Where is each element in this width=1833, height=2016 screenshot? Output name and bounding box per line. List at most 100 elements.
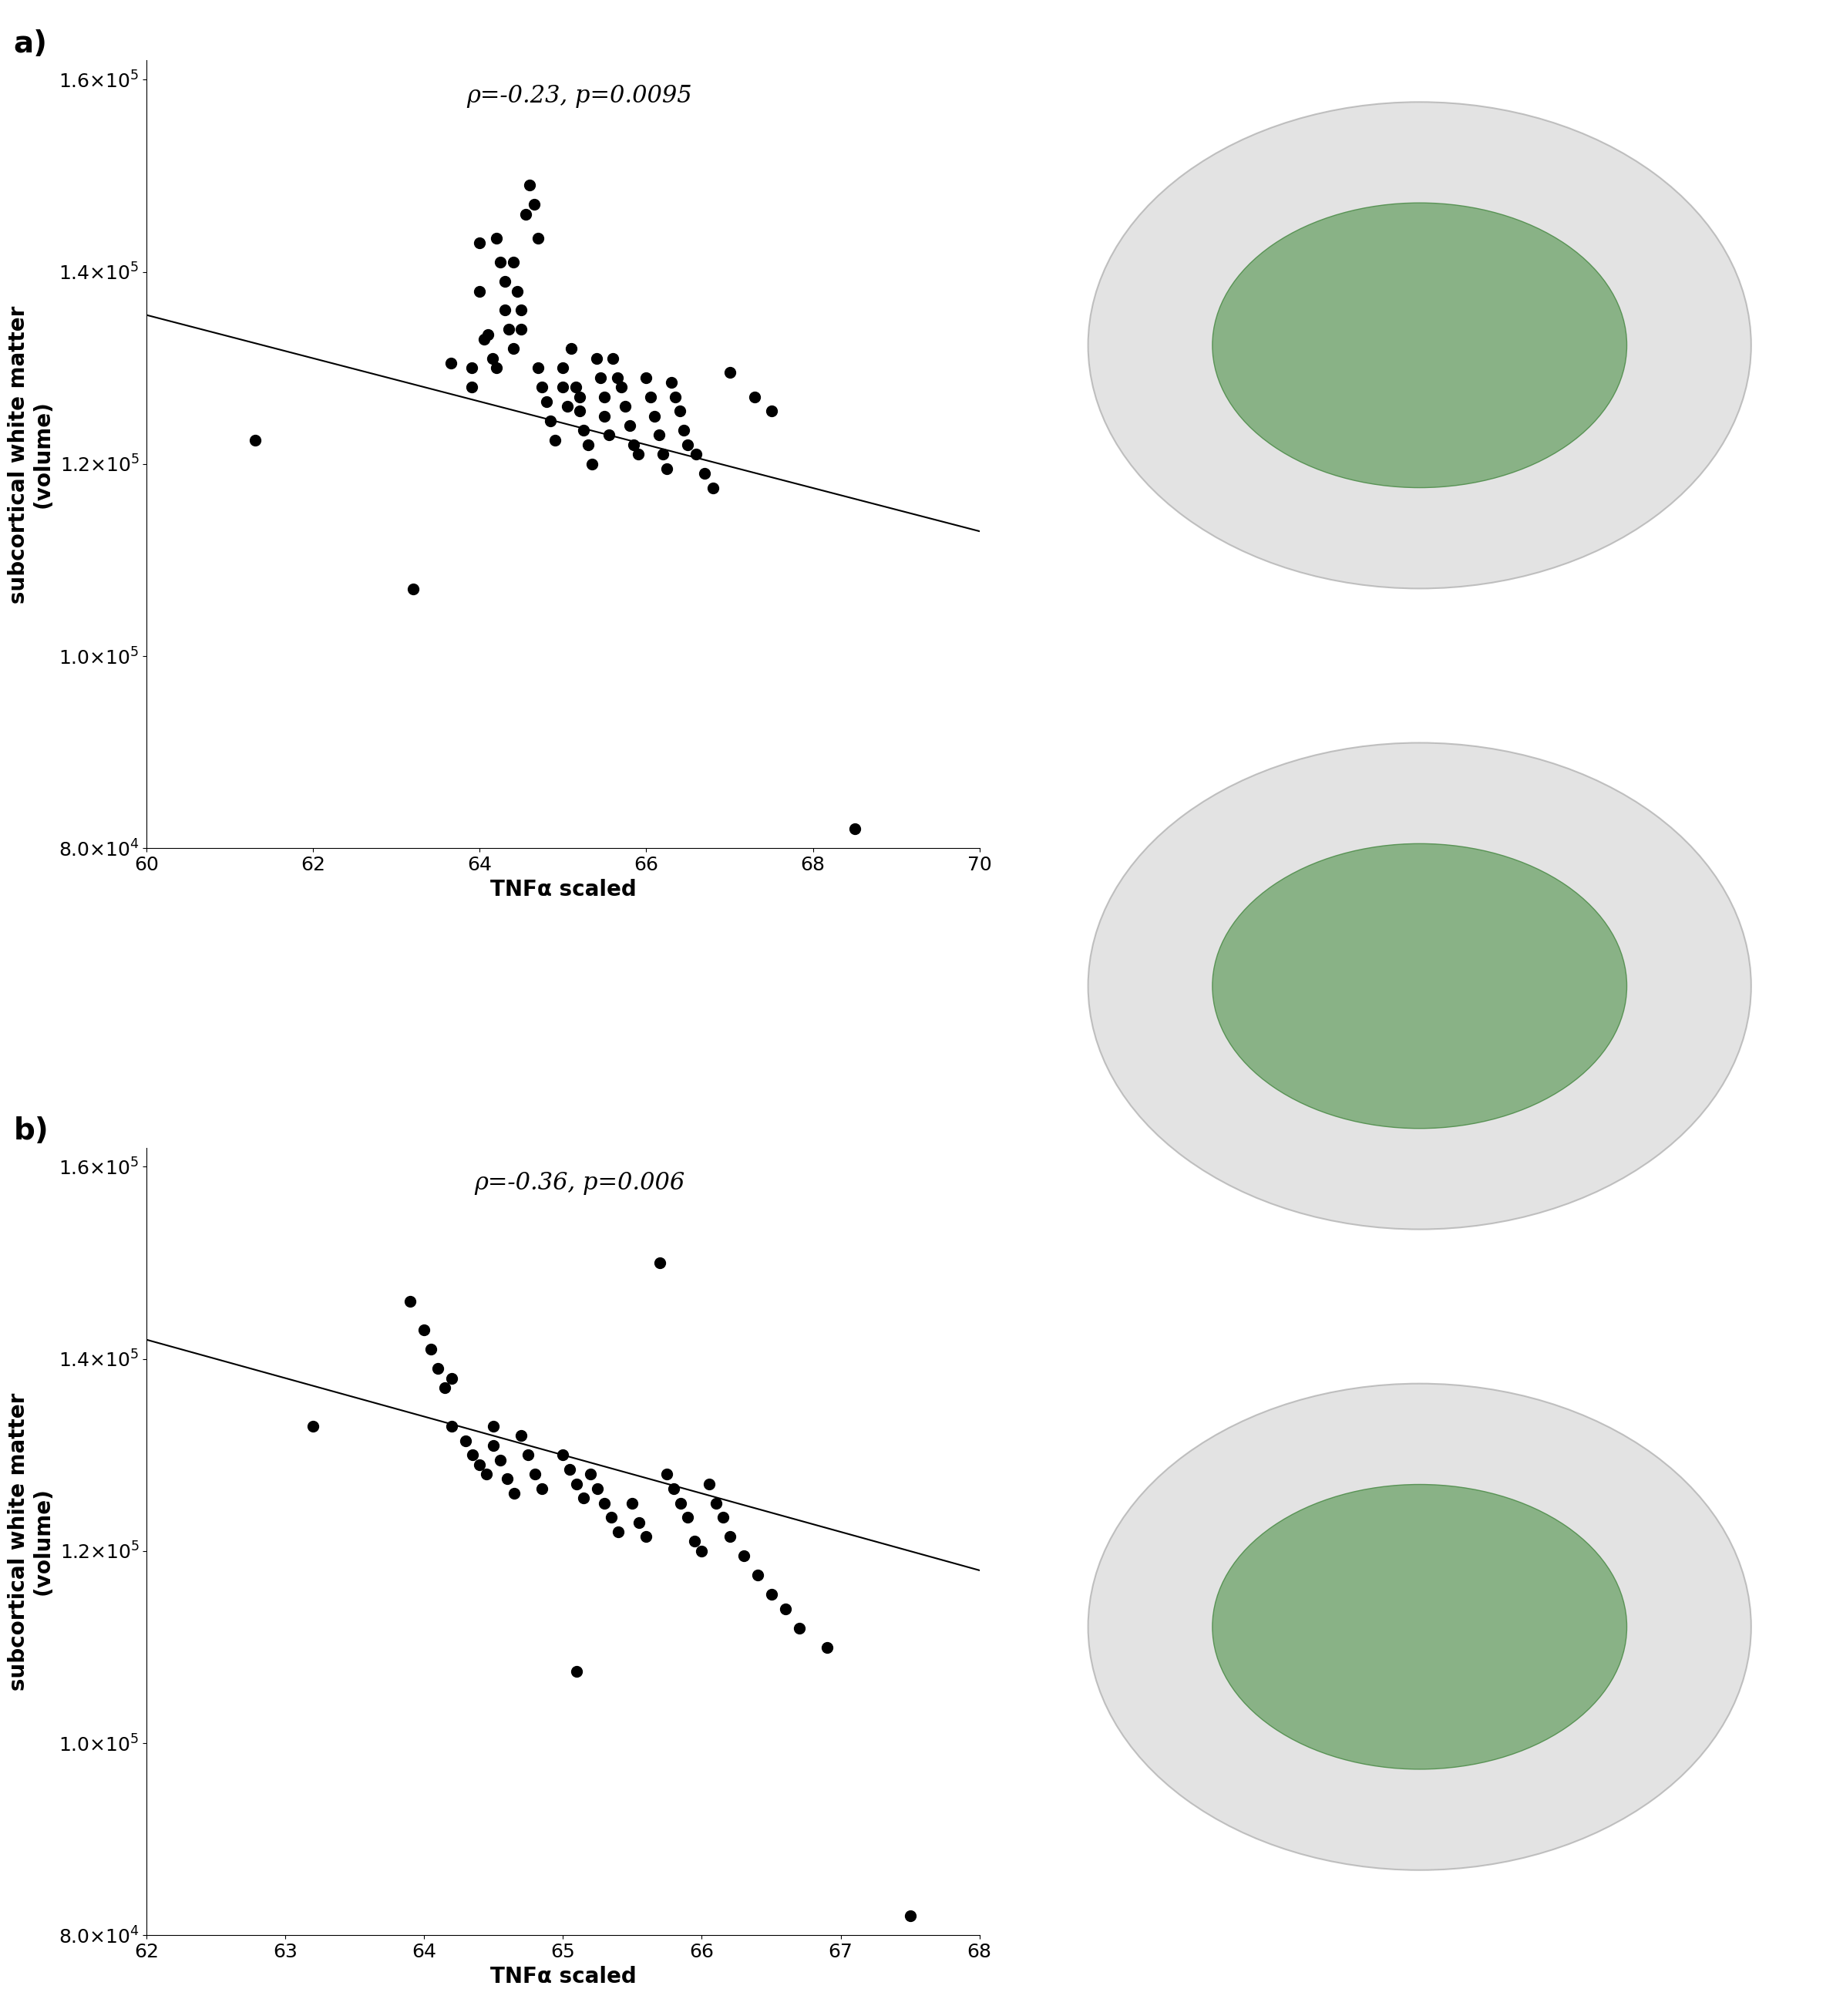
Point — [669, 413, 698, 446]
Point — [506, 294, 535, 327]
Y-axis label: subcortical white matter
(volume): subcortical white matter (volume) — [7, 306, 53, 603]
Point — [396, 1284, 425, 1316]
Point — [649, 437, 678, 470]
Point — [594, 419, 623, 452]
Point — [486, 246, 515, 278]
Point — [625, 1506, 654, 1538]
Text: a): a) — [13, 28, 48, 58]
Point — [506, 1419, 535, 1452]
Point — [478, 1429, 508, 1462]
Point — [506, 312, 535, 345]
Point — [653, 454, 682, 486]
Point — [590, 1488, 620, 1520]
Point — [581, 343, 610, 375]
Point — [895, 1899, 924, 1931]
Point — [665, 395, 695, 427]
Point — [618, 1488, 647, 1520]
Point — [577, 448, 607, 480]
Point — [398, 573, 427, 605]
Point — [499, 333, 528, 365]
Point — [438, 1409, 467, 1441]
Text: ρ=-0.23, p=0.0095: ρ=-0.23, p=0.0095 — [467, 85, 693, 109]
Point — [499, 246, 528, 278]
Point — [299, 1409, 328, 1441]
Point — [409, 1314, 438, 1347]
Point — [489, 294, 519, 327]
Point — [574, 429, 603, 462]
Point — [840, 812, 869, 845]
Text: b): b) — [13, 1117, 49, 1145]
Point — [565, 395, 594, 427]
Point — [563, 1655, 592, 1687]
Point — [489, 266, 519, 298]
Point — [561, 371, 590, 403]
Text: ρ=-0.36, p=0.006: ρ=-0.36, p=0.006 — [475, 1171, 686, 1195]
Point — [486, 1443, 515, 1476]
Point — [557, 333, 587, 365]
Point — [511, 198, 541, 230]
Point — [524, 351, 554, 383]
Point — [583, 1472, 612, 1504]
Point — [456, 371, 486, 403]
Point — [456, 351, 486, 383]
Point — [416, 1333, 445, 1365]
Point — [673, 1502, 702, 1534]
Point — [548, 351, 577, 383]
Point — [528, 371, 557, 403]
Point — [741, 381, 770, 413]
Point — [576, 1458, 605, 1490]
Ellipse shape — [1212, 204, 1628, 488]
Point — [458, 1439, 488, 1472]
Point — [513, 1439, 543, 1472]
Point — [590, 381, 620, 413]
Point — [482, 222, 511, 254]
Point — [715, 1520, 744, 1552]
Point — [632, 1520, 662, 1552]
Point — [548, 371, 577, 403]
Point — [548, 1439, 577, 1472]
Point — [660, 381, 689, 413]
Y-axis label: subcortical white matter
(volume): subcortical white matter (volume) — [7, 1393, 53, 1689]
Point — [598, 343, 627, 375]
Point — [466, 1447, 495, 1480]
Point — [757, 1579, 786, 1611]
Point — [603, 1516, 632, 1548]
Point — [660, 1472, 689, 1504]
Point — [524, 222, 554, 254]
Point — [700, 1488, 730, 1520]
Point — [645, 1246, 675, 1278]
Point — [620, 429, 649, 462]
Point — [636, 381, 665, 413]
Point — [469, 323, 499, 355]
Point — [632, 361, 662, 393]
Point — [598, 1502, 627, 1534]
Point — [643, 419, 673, 452]
Point — [473, 1458, 502, 1490]
Point — [770, 1593, 799, 1625]
Point — [616, 409, 645, 442]
Point — [667, 1488, 697, 1520]
Point — [515, 169, 544, 202]
X-axis label: TNFα scaled: TNFα scaled — [489, 879, 636, 899]
Ellipse shape — [1089, 1383, 1751, 1871]
Point — [656, 367, 686, 399]
Point — [482, 351, 511, 383]
Ellipse shape — [1089, 742, 1751, 1230]
Point — [478, 343, 508, 375]
Point — [436, 347, 466, 379]
Point — [478, 1409, 508, 1441]
Point — [451, 1425, 480, 1458]
Point — [757, 395, 786, 427]
Point — [535, 405, 565, 437]
Point — [431, 1371, 460, 1403]
Point — [653, 1458, 682, 1490]
Point — [423, 1353, 453, 1385]
Point — [590, 399, 620, 431]
Point — [689, 458, 719, 490]
Point — [502, 274, 532, 306]
Point — [438, 1363, 467, 1395]
Point — [812, 1631, 841, 1663]
Point — [466, 228, 495, 260]
Point — [563, 1468, 592, 1500]
Point — [640, 399, 669, 431]
